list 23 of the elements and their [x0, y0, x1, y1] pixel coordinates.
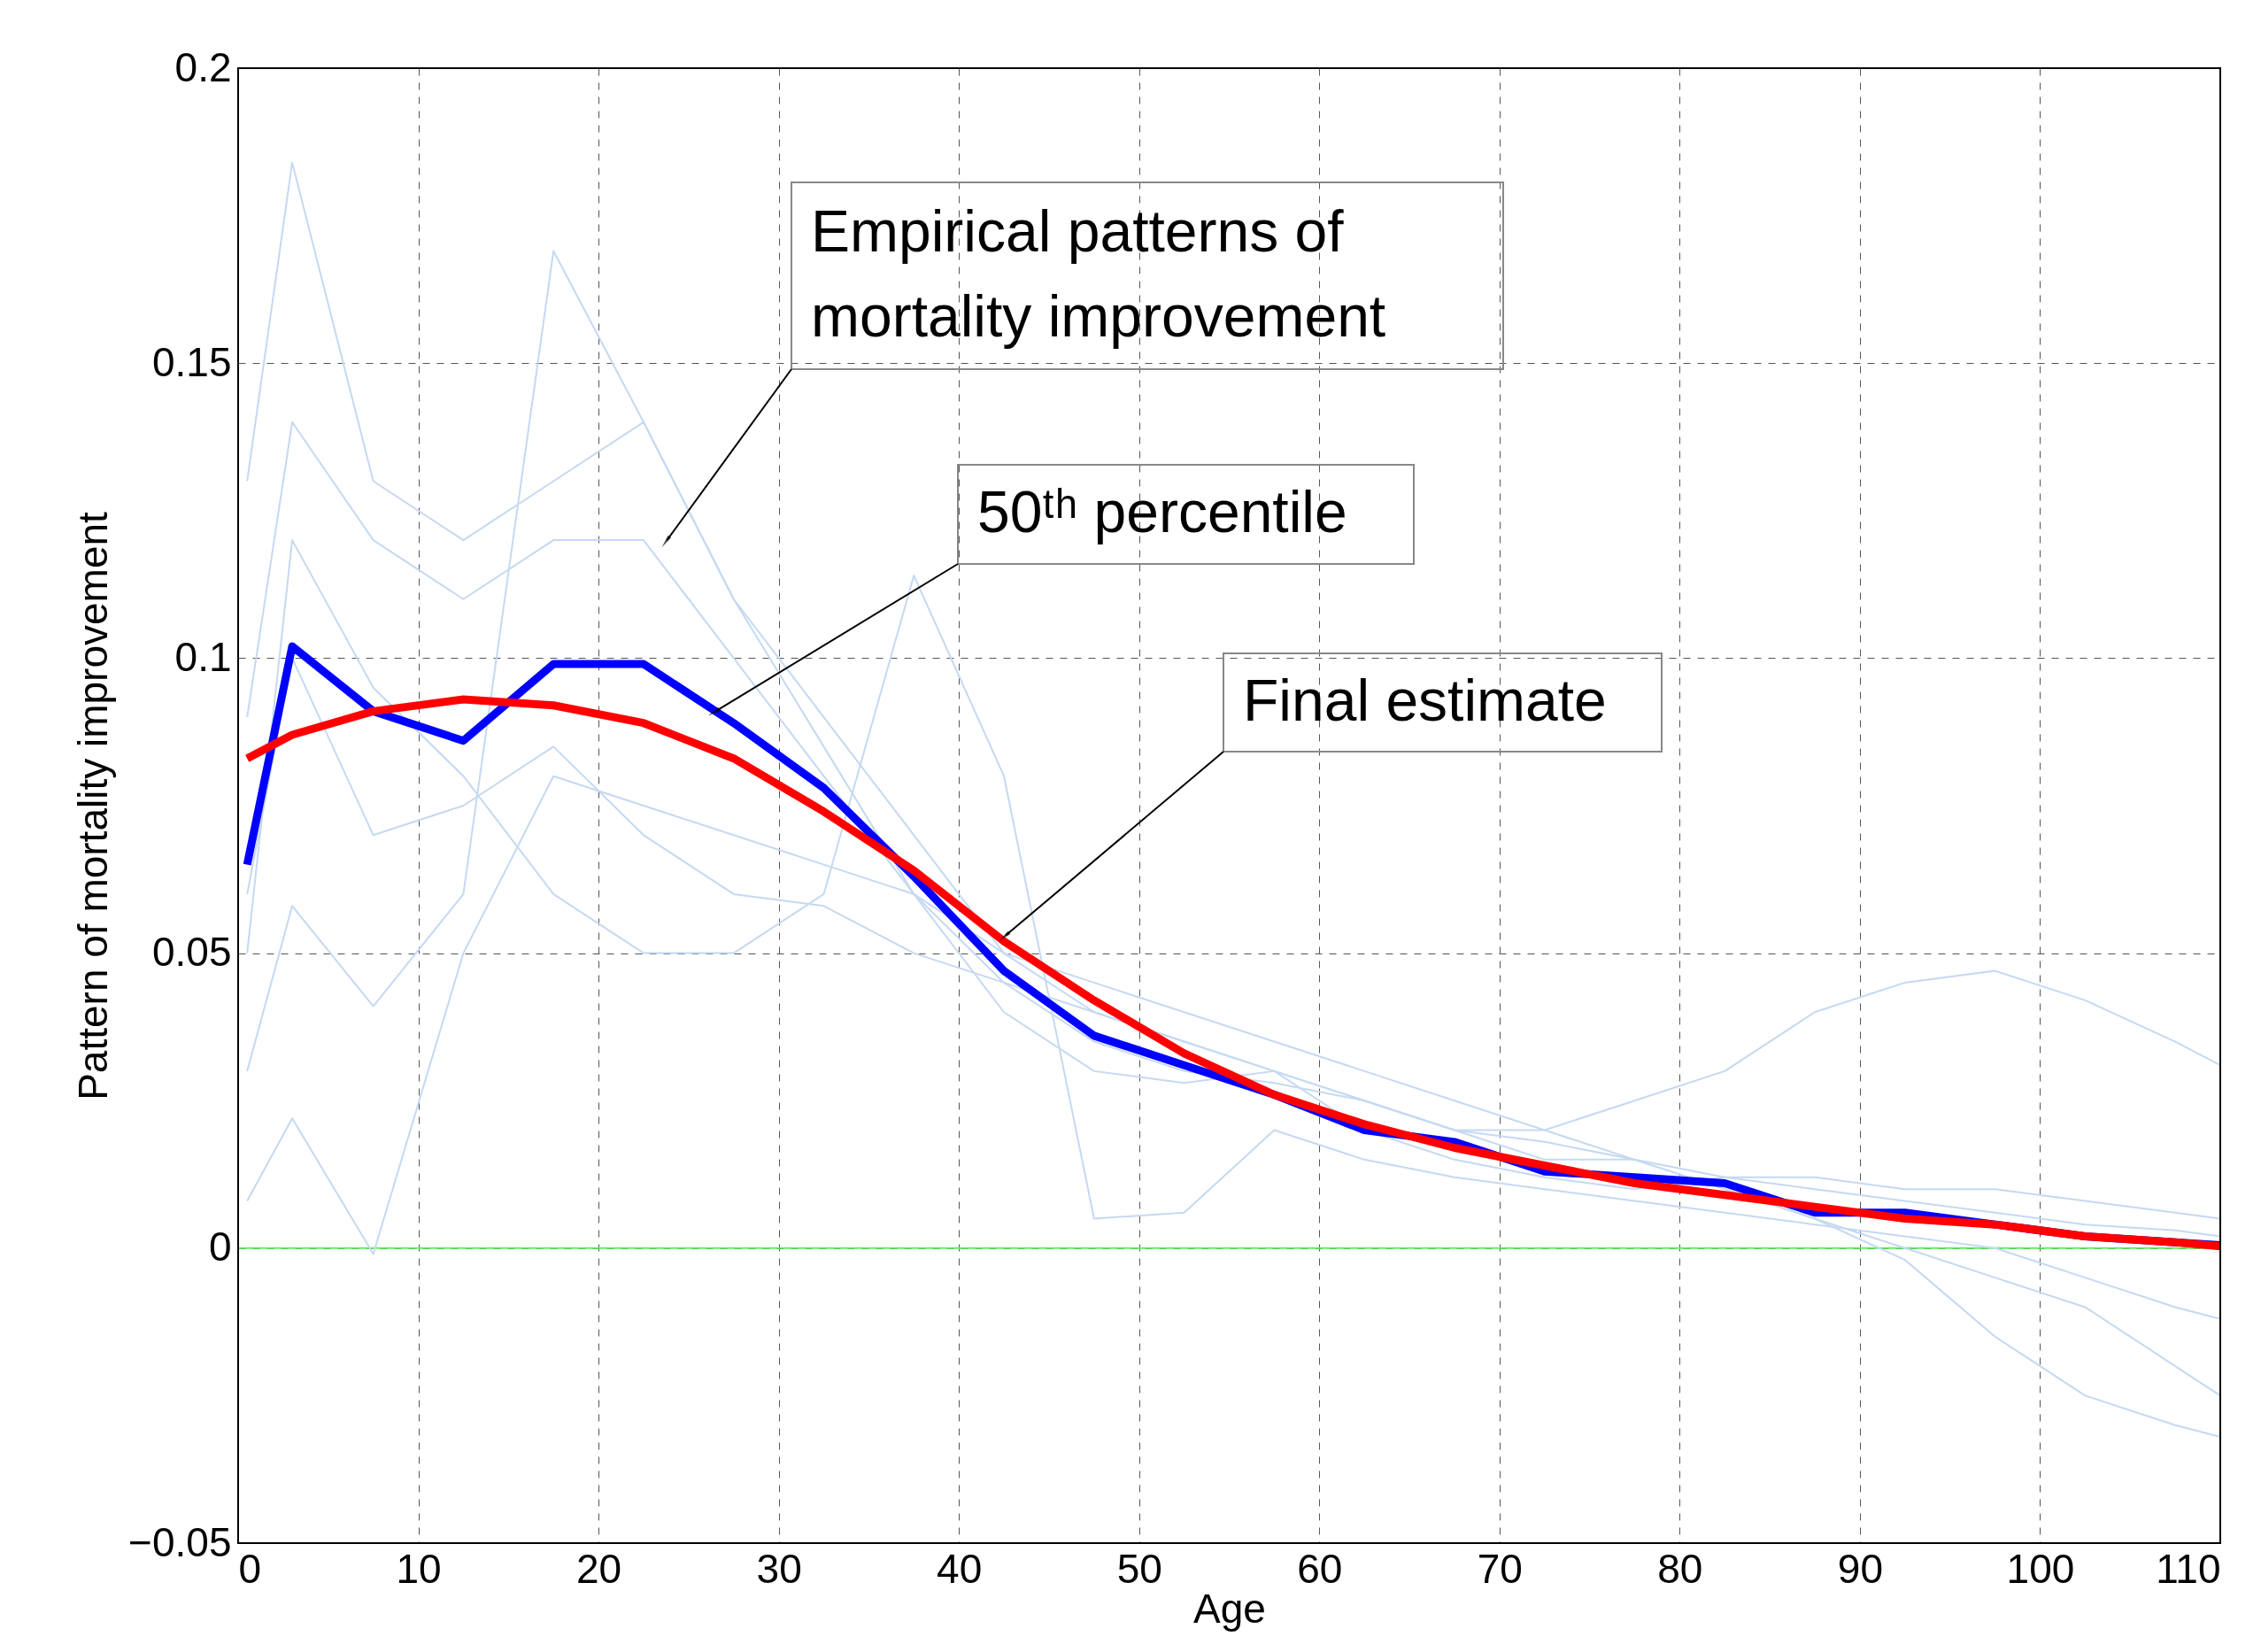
x-tick-label: 50: [1116, 1545, 1162, 1592]
annotation: 50ᵗʰ percentile: [977, 479, 1347, 544]
y-axis-title: Pattern of mortality improvement: [70, 511, 117, 1100]
y-tick-label: 0.2: [174, 43, 232, 90]
annotation: Empirical patterns of mortality improvement: [811, 197, 1386, 349]
x-tick-label: 60: [1297, 1545, 1343, 1592]
x-tick-label: 80: [1657, 1545, 1703, 1592]
x-tick-label: 10: [396, 1545, 442, 1592]
y-tick-label: 0.05: [151, 929, 232, 976]
y-tick-label: 0.1: [174, 633, 232, 680]
x-tick-label: 20: [576, 1545, 622, 1592]
annotation: Final estimate: [1243, 667, 1607, 733]
x-axis-title: Age: [1193, 1585, 1266, 1632]
y-tick-label: 0: [208, 1224, 232, 1270]
x-tick-label: 0: [238, 1545, 262, 1592]
x-tick-label: 30: [756, 1545, 802, 1592]
x-tick-label: 40: [937, 1545, 983, 1592]
x-tick-label: 100: [2006, 1545, 2075, 1592]
x-tick-label: 90: [1837, 1545, 1883, 1592]
y-tick-label: 0.15: [151, 338, 232, 385]
y-tick-label: −0.05: [128, 1518, 232, 1565]
x-tick-label: 110: [2156, 1545, 2221, 1592]
x-tick-label: 70: [1477, 1545, 1523, 1592]
